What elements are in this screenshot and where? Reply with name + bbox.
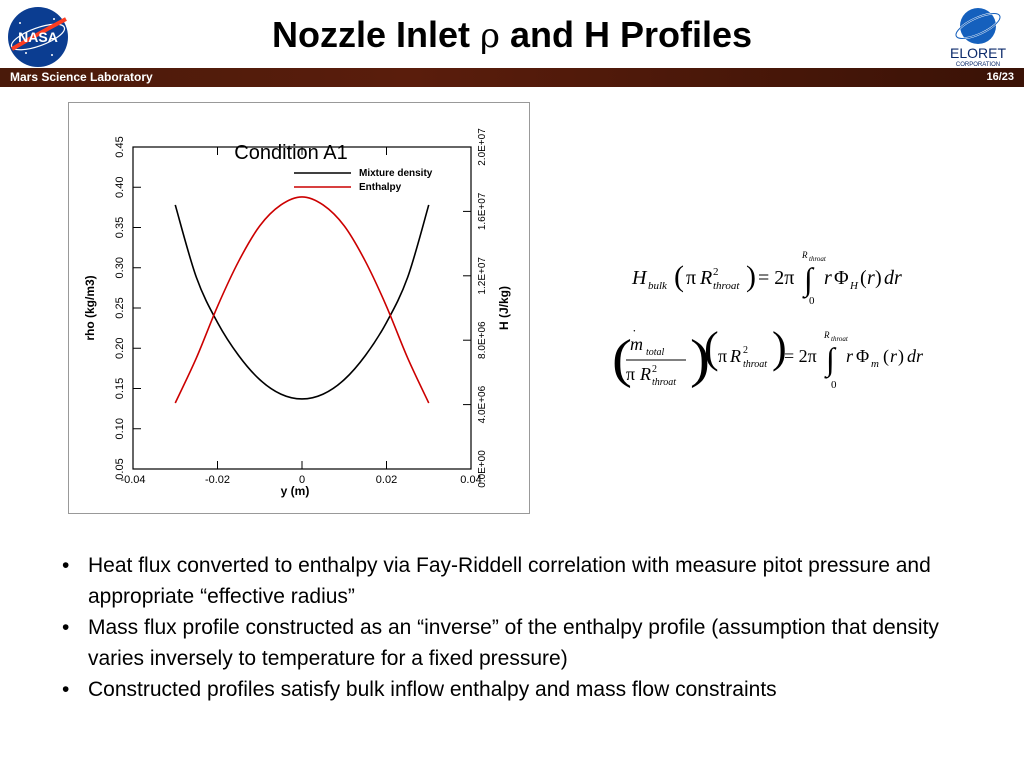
svg-text:bulk: bulk [648, 280, 668, 292]
eloret-logo-subtext: CORPORATION [956, 62, 1000, 68]
svg-text:= 2π: = 2π [758, 267, 794, 289]
header-bar: Mars Science Laboratory 16/23 [0, 68, 1024, 87]
svg-text:(: ( [674, 260, 684, 293]
slide-title-post: and H Profiles [499, 14, 753, 55]
svg-text:˙: ˙ [632, 328, 637, 343]
svg-text:H: H [849, 280, 859, 292]
svg-text:2: 2 [652, 364, 657, 375]
svg-text:(: ( [612, 329, 632, 389]
series-line-mixture-density [174, 204, 430, 400]
y-tick-label: 0.25 [114, 297, 126, 318]
y-tick-label: 0.20 [114, 338, 126, 359]
svg-text:2: 2 [743, 345, 748, 356]
svg-text:dr: dr [907, 346, 924, 366]
x-tick-label: -0.04 [120, 474, 145, 486]
bullet-item: Heat flux converted to enthalpy via Fay-… [60, 550, 980, 612]
nasa-logo-text: NASA [18, 29, 58, 45]
svg-text:R: R [729, 346, 741, 366]
svg-text:(: ( [883, 346, 889, 367]
svg-text:π: π [626, 364, 635, 384]
bullet-item: Mass flux profile constructed as an “inv… [60, 612, 980, 674]
svg-text:): ) [898, 346, 904, 367]
slide-title-pre: Nozzle Inlet [271, 14, 480, 55]
svg-text:H: H [631, 267, 648, 289]
svg-text:0: 0 [809, 295, 815, 307]
y-tick-label: 0.30 [114, 257, 126, 278]
y-tick-label: 0.05 [114, 458, 126, 479]
svg-text:Φ: Φ [856, 346, 869, 366]
y2-tick-label: 1.2E+07 [477, 257, 488, 295]
svg-text:2: 2 [713, 266, 719, 278]
page-number: 16/23 [986, 71, 1014, 83]
svg-text:r: r [846, 346, 854, 366]
svg-text:): ) [875, 267, 882, 289]
svg-text:R: R [639, 364, 651, 384]
svg-text:dr: dr [884, 267, 902, 289]
org-name: Mars Science Laboratory [10, 70, 153, 84]
svg-text:r: r [890, 346, 898, 366]
chart-title: Condition A1 [234, 142, 347, 164]
y2-axis-label: H (J/kg) [497, 286, 511, 330]
y2-tick-label: 8.0E+06 [477, 321, 488, 359]
ticks-group: -0.04 -0.02 0 0.02 0.04 0.05 0.10 0.15 0.20 0.25 0… [114, 128, 488, 488]
svg-text:0: 0 [831, 379, 837, 391]
svg-text:Φ: Φ [834, 267, 849, 289]
series-group [174, 196, 430, 404]
x-axis-label: y (m) [281, 484, 310, 498]
chart-frame: -0.04 -0.02 0 0.02 0.04 0.05 0.10 0.15 0.20 0.25 0… [68, 102, 530, 514]
svg-text:= 2π: = 2π [784, 346, 817, 366]
y2-tick-label: 0.0E+00 [477, 450, 488, 488]
y-tick-label: 0.35 [114, 217, 126, 238]
slide-title-rho: ρ [479, 16, 500, 56]
svg-text:r: r [867, 267, 875, 289]
legend-label-density: Mixture density [359, 168, 433, 179]
svg-text:r: r [824, 267, 832, 289]
svg-text:R: R [699, 267, 712, 289]
svg-text:∫: ∫ [802, 261, 815, 299]
slide-title: Nozzle Inlet ρ and H Profiles [0, 14, 1024, 56]
x-tick-label: 0 [299, 474, 305, 486]
nasa-logo: NASA [8, 7, 68, 67]
y-tick-label: 0.40 [114, 177, 126, 198]
svg-text:throat: throat [809, 255, 827, 263]
plot-area [132, 146, 472, 470]
series-line-enthalpy [174, 196, 430, 404]
x-tick-label: 0.02 [376, 474, 397, 486]
svg-text:R: R [801, 250, 808, 260]
y-tick-label: 0.10 [114, 418, 126, 439]
svg-text:(: ( [860, 267, 867, 289]
y-tick-label: 0.45 [114, 136, 126, 157]
x-tick-label: 0.04 [460, 474, 481, 486]
svg-text:R: R [823, 330, 830, 340]
svg-text:throat: throat [652, 377, 676, 388]
svg-text:(: ( [704, 323, 719, 372]
svg-text:π: π [718, 346, 727, 366]
y2-tick-label: 4.0E+06 [477, 385, 488, 423]
svg-text:m: m [630, 334, 643, 354]
eloret-logo: ELORET CORPORATION [950, 8, 1006, 68]
svg-text:π: π [686, 267, 696, 289]
y2-tick-label: 1.6E+07 [477, 192, 488, 230]
bullet-list: Heat flux converted to enthalpy via Fay-… [60, 550, 980, 705]
x-tick-label: -0.02 [205, 474, 230, 486]
svg-text:m: m [871, 358, 879, 370]
svg-text:throat: throat [713, 280, 740, 292]
svg-text:total: total [646, 347, 665, 358]
svg-text:throat: throat [831, 335, 849, 343]
bullet-item: Constructed profiles satisfy bulk inflow… [60, 674, 980, 705]
svg-text:throat: throat [743, 359, 767, 370]
y-tick-label: 0.15 [114, 378, 126, 399]
svg-text:): ) [690, 329, 710, 389]
legend-label-enthalpy: Enthalpy [359, 182, 402, 193]
svg-text:): ) [772, 323, 787, 372]
svg-text:∫: ∫ [824, 341, 837, 379]
svg-text:): ) [746, 260, 756, 293]
chart: -0.04 -0.02 0 0.02 0.04 0.05 0.10 0.15 0.20 0.25 0… [83, 128, 511, 498]
eloret-logo-text: ELORET [950, 45, 1006, 61]
y2-tick-label: 2.0E+07 [477, 128, 488, 166]
y-axis-label: rho (kg/m3) [83, 275, 97, 340]
